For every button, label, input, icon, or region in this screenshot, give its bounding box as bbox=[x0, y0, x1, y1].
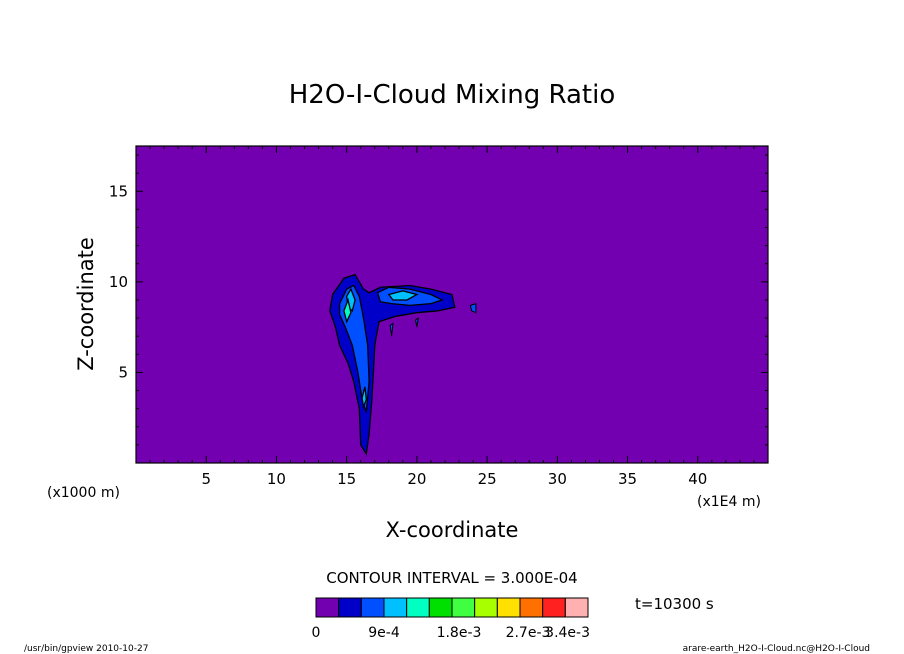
cloud-region-mid-high bbox=[387, 290, 419, 301]
cloud-speck bbox=[389, 322, 394, 337]
cloud-region-mid-high bbox=[361, 386, 367, 410]
colorbar bbox=[315, 597, 589, 618]
axis-ticks bbox=[136, 146, 768, 463]
colorbar-labels: 0 9e-4 1.8e-3 2.7e-33.4e-3 bbox=[312, 625, 590, 641]
cloud-region-high bbox=[343, 297, 352, 324]
cloud-contours bbox=[329, 273, 477, 456]
colorbar-swatch bbox=[519, 597, 544, 618]
cloud-speck bbox=[414, 317, 419, 328]
colorbar-swatch bbox=[383, 597, 408, 618]
x-tick-label: 40 bbox=[688, 470, 707, 488]
x-tick-label: 15 bbox=[337, 470, 356, 488]
x-tick-label: 30 bbox=[548, 470, 567, 488]
chart-title: H2O-I-Cloud Mixing Ratio bbox=[289, 80, 616, 110]
colorbar-swatch bbox=[360, 597, 385, 618]
y-unit-label: (x1000 m) bbox=[47, 485, 120, 501]
footer-left: /usr/bin/gpview 2010-10-27 bbox=[24, 644, 148, 654]
colorbar-label: 0 bbox=[312, 625, 321, 641]
x-tick-label: 20 bbox=[407, 470, 426, 488]
colorbar-swatch bbox=[496, 597, 521, 618]
colorbar-swatch bbox=[406, 597, 430, 618]
colorbar-swatch bbox=[428, 597, 453, 618]
contour-interval-text: CONTOUR INTERVAL = 3.000E-04 bbox=[326, 569, 577, 587]
x-axis-label: X-coordinate bbox=[386, 518, 519, 542]
colorbar-swatch bbox=[474, 597, 498, 618]
x-tick-label: 25 bbox=[478, 470, 497, 488]
colorbar-label: 3.4e-3 bbox=[545, 625, 590, 641]
y-tick-label: 10 bbox=[109, 273, 128, 291]
colorbar-label: 1.8e-3 bbox=[437, 625, 482, 641]
plot-frame bbox=[135, 145, 769, 464]
cloud-speck bbox=[469, 302, 477, 314]
x-tick-label: 35 bbox=[618, 470, 637, 488]
colorbar-label: 9e-4 bbox=[368, 625, 400, 641]
y-tick-label: 5 bbox=[118, 363, 128, 381]
x-tick-label: 10 bbox=[267, 470, 286, 488]
x-unit-label: (x1E4 m) bbox=[697, 494, 761, 510]
colorbar-label: 2.7e-3 bbox=[506, 625, 551, 641]
y-tick-label: 15 bbox=[109, 182, 128, 200]
colorbar-swatch bbox=[338, 597, 362, 618]
colorbar-swatch bbox=[315, 597, 340, 618]
footer-right: arare-earth_H2O-I-Cloud.nc@H2O-I-Cloud bbox=[683, 644, 870, 654]
colorbar-swatch bbox=[542, 597, 566, 618]
axis-tick-labels: 5 10 15 20 25 30 35 40 5 10 15 bbox=[109, 182, 707, 488]
time-label: t=10300 s bbox=[635, 595, 714, 613]
colorbar-swatch bbox=[564, 597, 589, 618]
x-tick-label: 5 bbox=[201, 470, 211, 488]
colorbar-swatch bbox=[451, 597, 476, 618]
y-axis-label: Z-coordinate bbox=[74, 237, 98, 371]
